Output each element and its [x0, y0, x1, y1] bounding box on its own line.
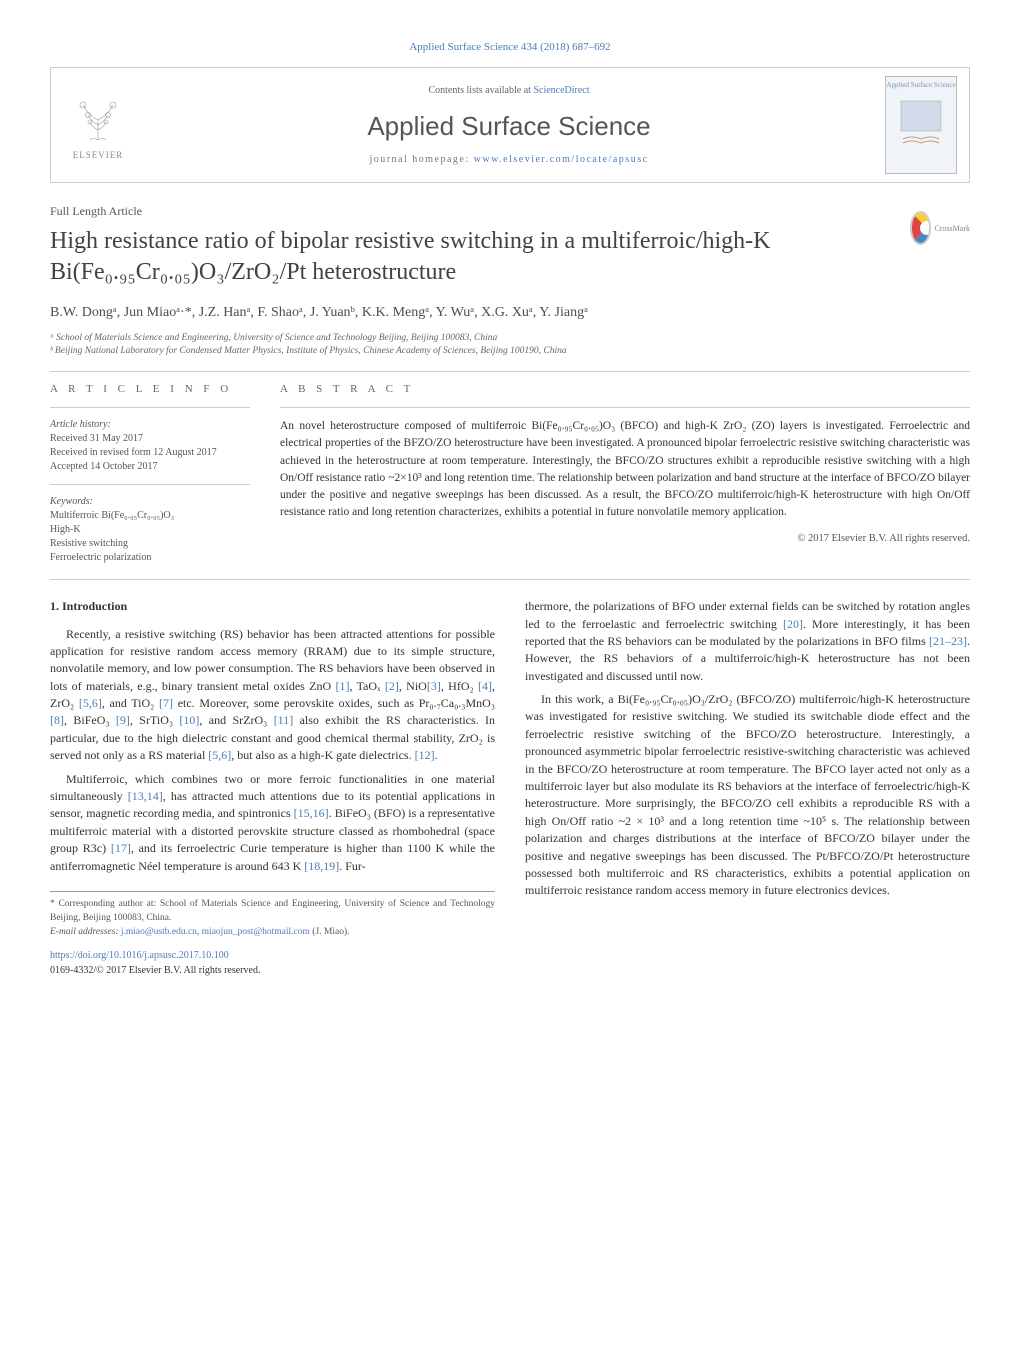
keyword-item: High-K: [50, 523, 250, 537]
body-col-left: 1. Introduction Recently, a resistive sw…: [50, 598, 495, 978]
elsevier-tree-icon: [68, 90, 128, 145]
publisher-name: ELSEVIER: [73, 149, 124, 162]
contents-list-line: Contents lists available at ScienceDirec…: [133, 84, 885, 98]
abstract-col: A B S T R A C T An novel heterostructure…: [280, 382, 970, 565]
article-info-heading: A R T I C L E I N F O: [50, 382, 250, 397]
revised-date: Received in revised form 12 August 2017: [50, 446, 250, 460]
divider: [50, 579, 970, 580]
abstract-text: An novel heterostructure composed of mul…: [280, 418, 970, 522]
keywords-label: Keywords:: [50, 495, 250, 509]
journal-header-box: ELSEVIER Contents lists available at Sci…: [50, 67, 970, 183]
issn-copyright: 0169-4332/© 2017 Elsevier B.V. All right…: [50, 964, 495, 979]
crossmark-icon: [910, 211, 931, 245]
homepage-label: journal homepage:: [369, 154, 469, 165]
received-date: Received 31 May 2017: [50, 432, 250, 446]
keyword-item: Multiferroic Bi(Fe₀.₉₅Cr₀.₀₅)O₃: [50, 509, 250, 523]
divider: [50, 371, 970, 372]
divider: [280, 407, 970, 408]
body-paragraph: thermore, the polarizations of BFO under…: [525, 598, 970, 685]
contents-label: Contents lists available at: [428, 85, 530, 96]
sciencedirect-link[interactable]: ScienceDirect: [533, 85, 589, 96]
abstract-heading: A B S T R A C T: [280, 382, 970, 397]
divider: [50, 484, 250, 485]
article-info-col: A R T I C L E I N F O Article history: R…: [50, 382, 250, 565]
body-col-right: thermore, the polarizations of BFO under…: [525, 598, 970, 978]
crossmark-label: CrossMark: [934, 223, 970, 234]
crossmark-badge[interactable]: CrossMark: [910, 213, 970, 243]
journal-cover-thumbnail: Applied Surface Science: [885, 76, 957, 174]
keyword-item: Resistive switching: [50, 537, 250, 551]
corresponding-author-note: * Corresponding author at: School of Mat…: [50, 898, 495, 926]
history-label: Article history:: [50, 418, 250, 432]
email-link-2[interactable]: miaojun_post@hotmail.com: [202, 927, 310, 937]
email-link-1[interactable]: j.miao@ustb.edu.cn: [121, 927, 197, 937]
cover-art-icon: [891, 91, 951, 151]
email-label: E-mail addresses:: [50, 927, 119, 937]
elsevier-logo: ELSEVIER: [63, 86, 133, 164]
keyword-item: Ferroelectric polarization: [50, 551, 250, 565]
accepted-date: Accepted 14 October 2017: [50, 460, 250, 474]
header-center: Contents lists available at ScienceDirec…: [133, 84, 885, 166]
affiliation-a: ᵃ School of Materials Science and Engine…: [50, 332, 970, 345]
journal-homepage-line: journal homepage: www.elsevier.com/locat…: [133, 153, 885, 167]
affiliation-b: ᵇ Beijing National Laboratory for Conden…: [50, 345, 970, 358]
section-1-heading: 1. Introduction: [50, 598, 495, 615]
email-line: E-mail addresses: j.miao@ustb.edu.cn, mi…: [50, 926, 495, 940]
email-name: (J. Miao).: [312, 927, 349, 937]
abstract-copyright: © 2017 Elsevier B.V. All rights reserved…: [280, 532, 970, 547]
body-columns: 1. Introduction Recently, a resistive sw…: [50, 598, 970, 978]
affiliations-block: ᵃ School of Materials Science and Engine…: [50, 332, 970, 359]
homepage-url[interactable]: www.elsevier.com/locate/apsusc: [474, 154, 649, 165]
journal-name: Applied Surface Science: [133, 108, 885, 144]
doi-link[interactable]: https://doi.org/10.1016/j.apsusc.2017.10…: [50, 949, 495, 964]
article-type: Full Length Article: [50, 203, 970, 220]
footnote-block: * Corresponding author at: School of Mat…: [50, 891, 495, 939]
cover-title: Applied Surface Science: [886, 81, 955, 91]
info-abstract-row: A R T I C L E I N F O Article history: R…: [50, 382, 970, 565]
body-paragraph: In this work, a Bi(Fe₀.₉₅Cr₀.₀₅)O₃/ZrO₂ …: [525, 691, 970, 900]
doi-block: https://doi.org/10.1016/j.apsusc.2017.10…: [50, 949, 495, 978]
article-title: High resistance ratio of bipolar resisti…: [50, 226, 970, 288]
divider: [50, 407, 250, 408]
authors-line: B.W. Dongᵃ, Jun Miaoᵃ·*, J.Z. Hanᵃ, F. S…: [50, 303, 970, 323]
body-paragraph: Multiferroic, which combines two or more…: [50, 771, 495, 875]
body-paragraph: Recently, a resistive switching (RS) beh…: [50, 626, 495, 765]
header-citation: Applied Surface Science 434 (2018) 687–6…: [50, 40, 970, 55]
